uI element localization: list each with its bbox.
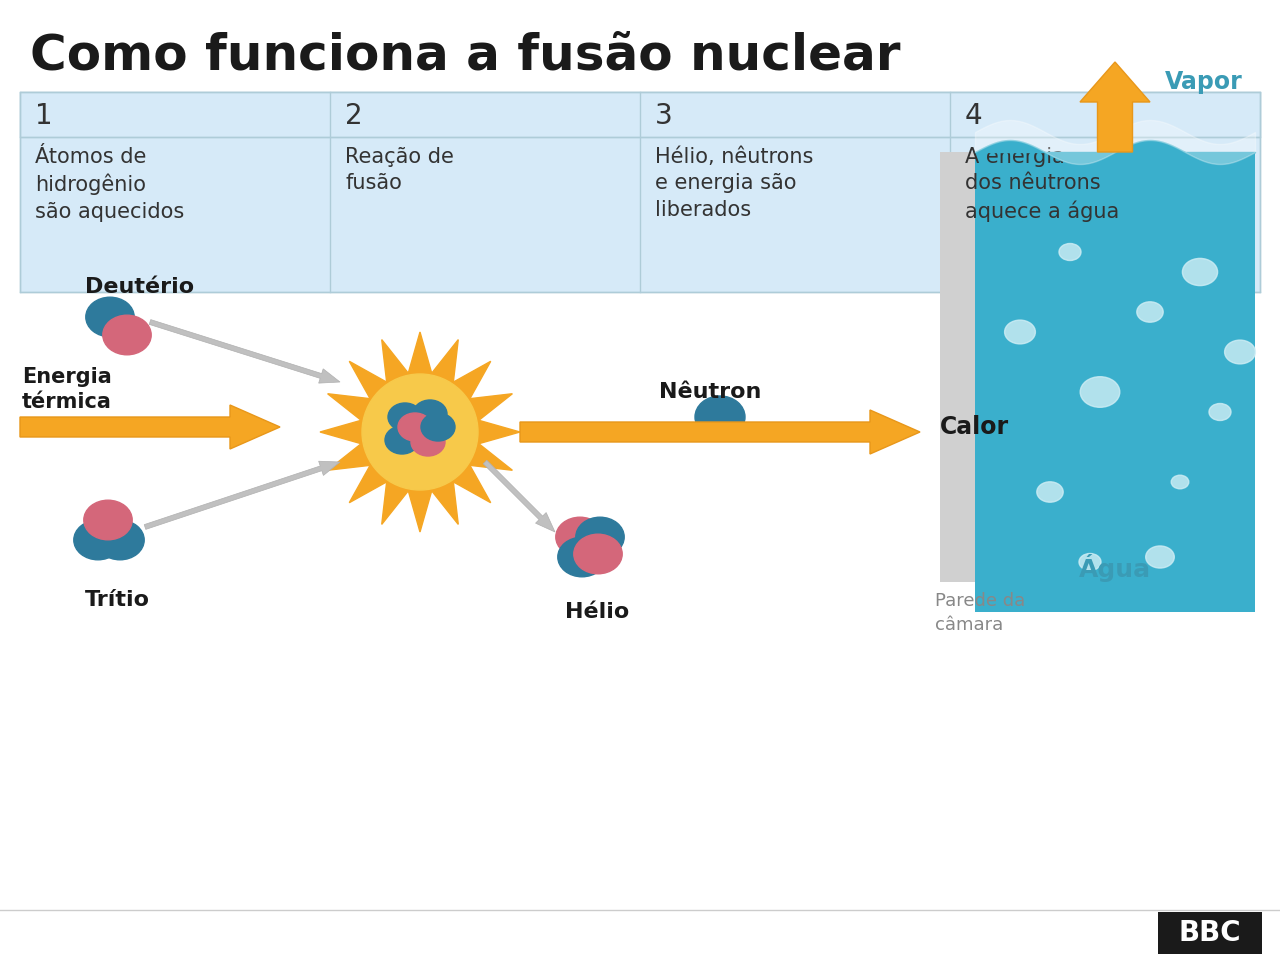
Text: 2: 2 [346,102,362,130]
Ellipse shape [74,520,122,560]
Ellipse shape [102,315,151,355]
FancyArrow shape [145,461,340,530]
Text: Parede da
câmara: Parede da câmara [934,592,1025,634]
Ellipse shape [1146,546,1174,568]
FancyBboxPatch shape [20,92,1260,292]
Text: Vapor: Vapor [1165,70,1243,94]
Ellipse shape [385,426,419,454]
FancyArrow shape [520,410,920,454]
Text: Reação de
fusão: Reação de fusão [346,147,454,193]
Ellipse shape [1225,340,1256,364]
Text: BBC: BBC [1179,919,1242,947]
Ellipse shape [413,400,447,428]
Text: Hélio, nêutrons
e energia são
liberados: Hélio, nêutrons e energia são liberados [655,147,813,220]
Text: Calor: Calor [940,415,1009,439]
Ellipse shape [411,428,445,456]
FancyArrow shape [484,460,556,532]
Text: 1: 1 [35,102,52,130]
FancyBboxPatch shape [940,152,975,582]
Ellipse shape [1080,377,1120,407]
Text: Água: Água [1079,554,1151,582]
Text: Deutério: Deutério [84,277,195,297]
Text: Átomos de
hidrogênio
são aquecidos: Átomos de hidrogênio são aquecidos [35,147,184,222]
Text: Hélio: Hélio [564,602,630,622]
Ellipse shape [1005,320,1036,344]
Ellipse shape [576,517,625,557]
Ellipse shape [388,403,422,431]
Text: A energia
dos nêutrons
aquece a água: A energia dos nêutrons aquece a água [965,147,1119,222]
Ellipse shape [1079,553,1101,571]
FancyBboxPatch shape [1158,912,1262,954]
Ellipse shape [1183,259,1217,286]
Text: Energia
térmica: Energia térmica [22,367,111,412]
Text: Trítio: Trítio [84,590,150,610]
FancyArrow shape [150,320,340,383]
FancyBboxPatch shape [20,92,1260,137]
Ellipse shape [86,297,134,337]
FancyArrow shape [20,405,280,449]
Ellipse shape [695,396,745,438]
Ellipse shape [558,538,607,576]
Ellipse shape [1059,244,1082,260]
Ellipse shape [556,517,604,557]
Text: Como funciona a fusão nuclear: Como funciona a fusão nuclear [29,32,901,80]
Ellipse shape [573,535,622,573]
FancyBboxPatch shape [975,152,1254,612]
Circle shape [362,374,477,490]
Text: 4: 4 [965,102,983,130]
Ellipse shape [1210,403,1231,421]
Ellipse shape [96,520,145,560]
Ellipse shape [1171,475,1189,489]
Text: 3: 3 [655,102,673,130]
Ellipse shape [1037,482,1064,503]
FancyArrow shape [1080,62,1149,152]
Ellipse shape [398,413,433,441]
Ellipse shape [421,413,454,441]
Ellipse shape [83,501,132,539]
Ellipse shape [1137,301,1164,322]
Polygon shape [320,332,520,532]
Text: Nêutron: Nêutron [659,382,762,402]
